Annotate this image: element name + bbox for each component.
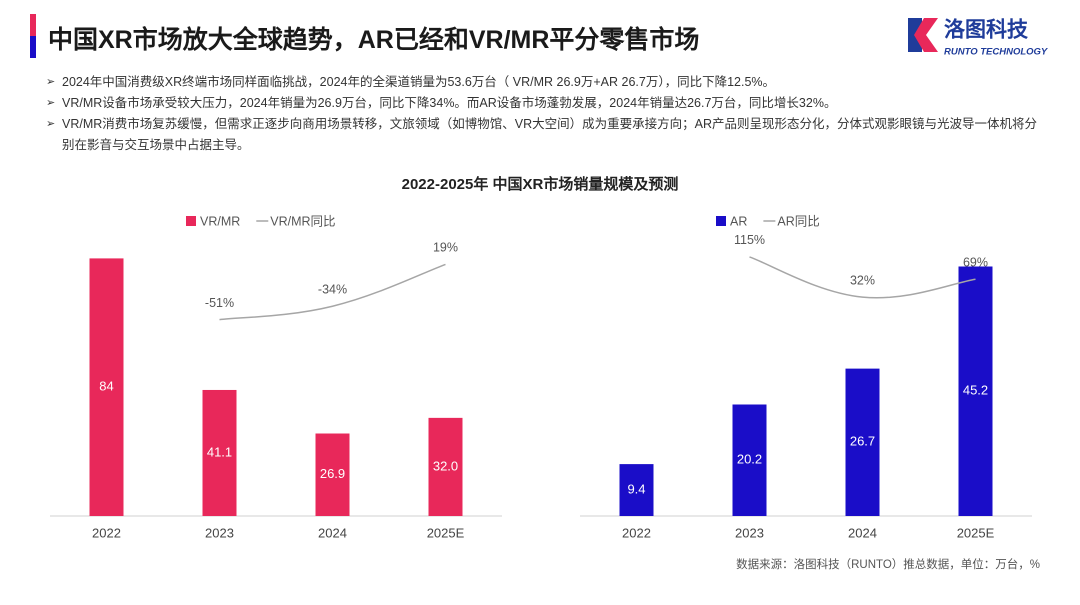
charts: 2022-2025年 中国XR市场销量规模及预测 2022 2023 2024 202… [50, 175, 1032, 540]
legend-label: VR/MR [200, 214, 240, 228]
line-value-label: 19% [433, 241, 458, 255]
bullet-list: 2024年中国消费级XR终端市场同样面临挑战，2024年的全渠道销量为53.6万… [46, 72, 1046, 156]
bar [958, 266, 993, 516]
x-tick-label: 2025E [957, 525, 995, 540]
legend-label: AR [730, 214, 747, 228]
bar-value-label: 26.9 [320, 466, 345, 481]
bar [619, 464, 654, 516]
legend-label: AR同比 [777, 214, 819, 228]
bullet: VR/MR消费市场复苏缓慢，但需求正逐步向商用场景转移，文旅领域（如博物馆、VR… [46, 114, 1046, 156]
logo-text: 洛图科技 [944, 18, 1029, 42]
bar [315, 433, 350, 516]
line [219, 263, 446, 321]
bar [732, 404, 767, 516]
x-tick-label: 2024 [848, 525, 877, 540]
x-tick-label: 2022 [92, 525, 121, 540]
bar [845, 368, 880, 516]
legend-swatch [186, 216, 196, 226]
x-tick-label: 2023 [735, 525, 764, 540]
x-tick-label: 2022 [622, 525, 651, 540]
line-value-label: -51% [205, 296, 234, 310]
line-value-label: -34% [318, 283, 347, 297]
source-note: 数据来源：洛图科技（RUNTO）推总数据，单位：万台，% [736, 559, 1040, 571]
bar-value-label: 20.2 [737, 452, 762, 467]
page-title: 中国XR市场放大全球趋势，AR已经和VR/MR平分零售市场 [48, 26, 700, 54]
line-value-label: 115% [734, 233, 765, 247]
line-value-label: 32% [850, 273, 875, 287]
bar [428, 417, 463, 516]
logo-subtext: RUNTO TECHNOLOGY [944, 47, 1049, 58]
x-tick-label: 2025E [427, 525, 465, 540]
bar-value-label: 84 [99, 379, 113, 394]
bar [202, 389, 237, 516]
accent-bar [30, 36, 36, 58]
bar-value-label: 32.0 [433, 458, 458, 473]
bar-value-label: 9.4 [627, 481, 645, 496]
bullet: VR/MR设备市场承受较大压力，2024年销量为26.9万台，同比下降34%。而… [46, 93, 1046, 114]
logo-icon [914, 18, 938, 52]
line [749, 256, 976, 299]
x-tick-label: 2023 [205, 525, 234, 540]
logo: 洛图科技 RUNTO TECHNOLOGY [908, 18, 1049, 58]
legend-swatch [716, 216, 726, 226]
bar [89, 258, 124, 516]
x-tick-label: 2024 [318, 525, 347, 540]
line-value-label: 69% [963, 256, 988, 270]
legend-label: VR/MR同比 [270, 214, 335, 228]
accent-bar [30, 14, 36, 36]
bar-value-label: 41.1 [207, 444, 232, 459]
bullet: 2024年中国消费级XR终端市场同样面临挑战，2024年的全渠道销量为53.6万… [46, 72, 1046, 93]
bar-value-label: 26.7 [850, 434, 875, 449]
bar-value-label: 45.2 [963, 383, 988, 398]
section-title: 2022-2025年 中国XR市场销量规模及预测 [402, 175, 679, 193]
